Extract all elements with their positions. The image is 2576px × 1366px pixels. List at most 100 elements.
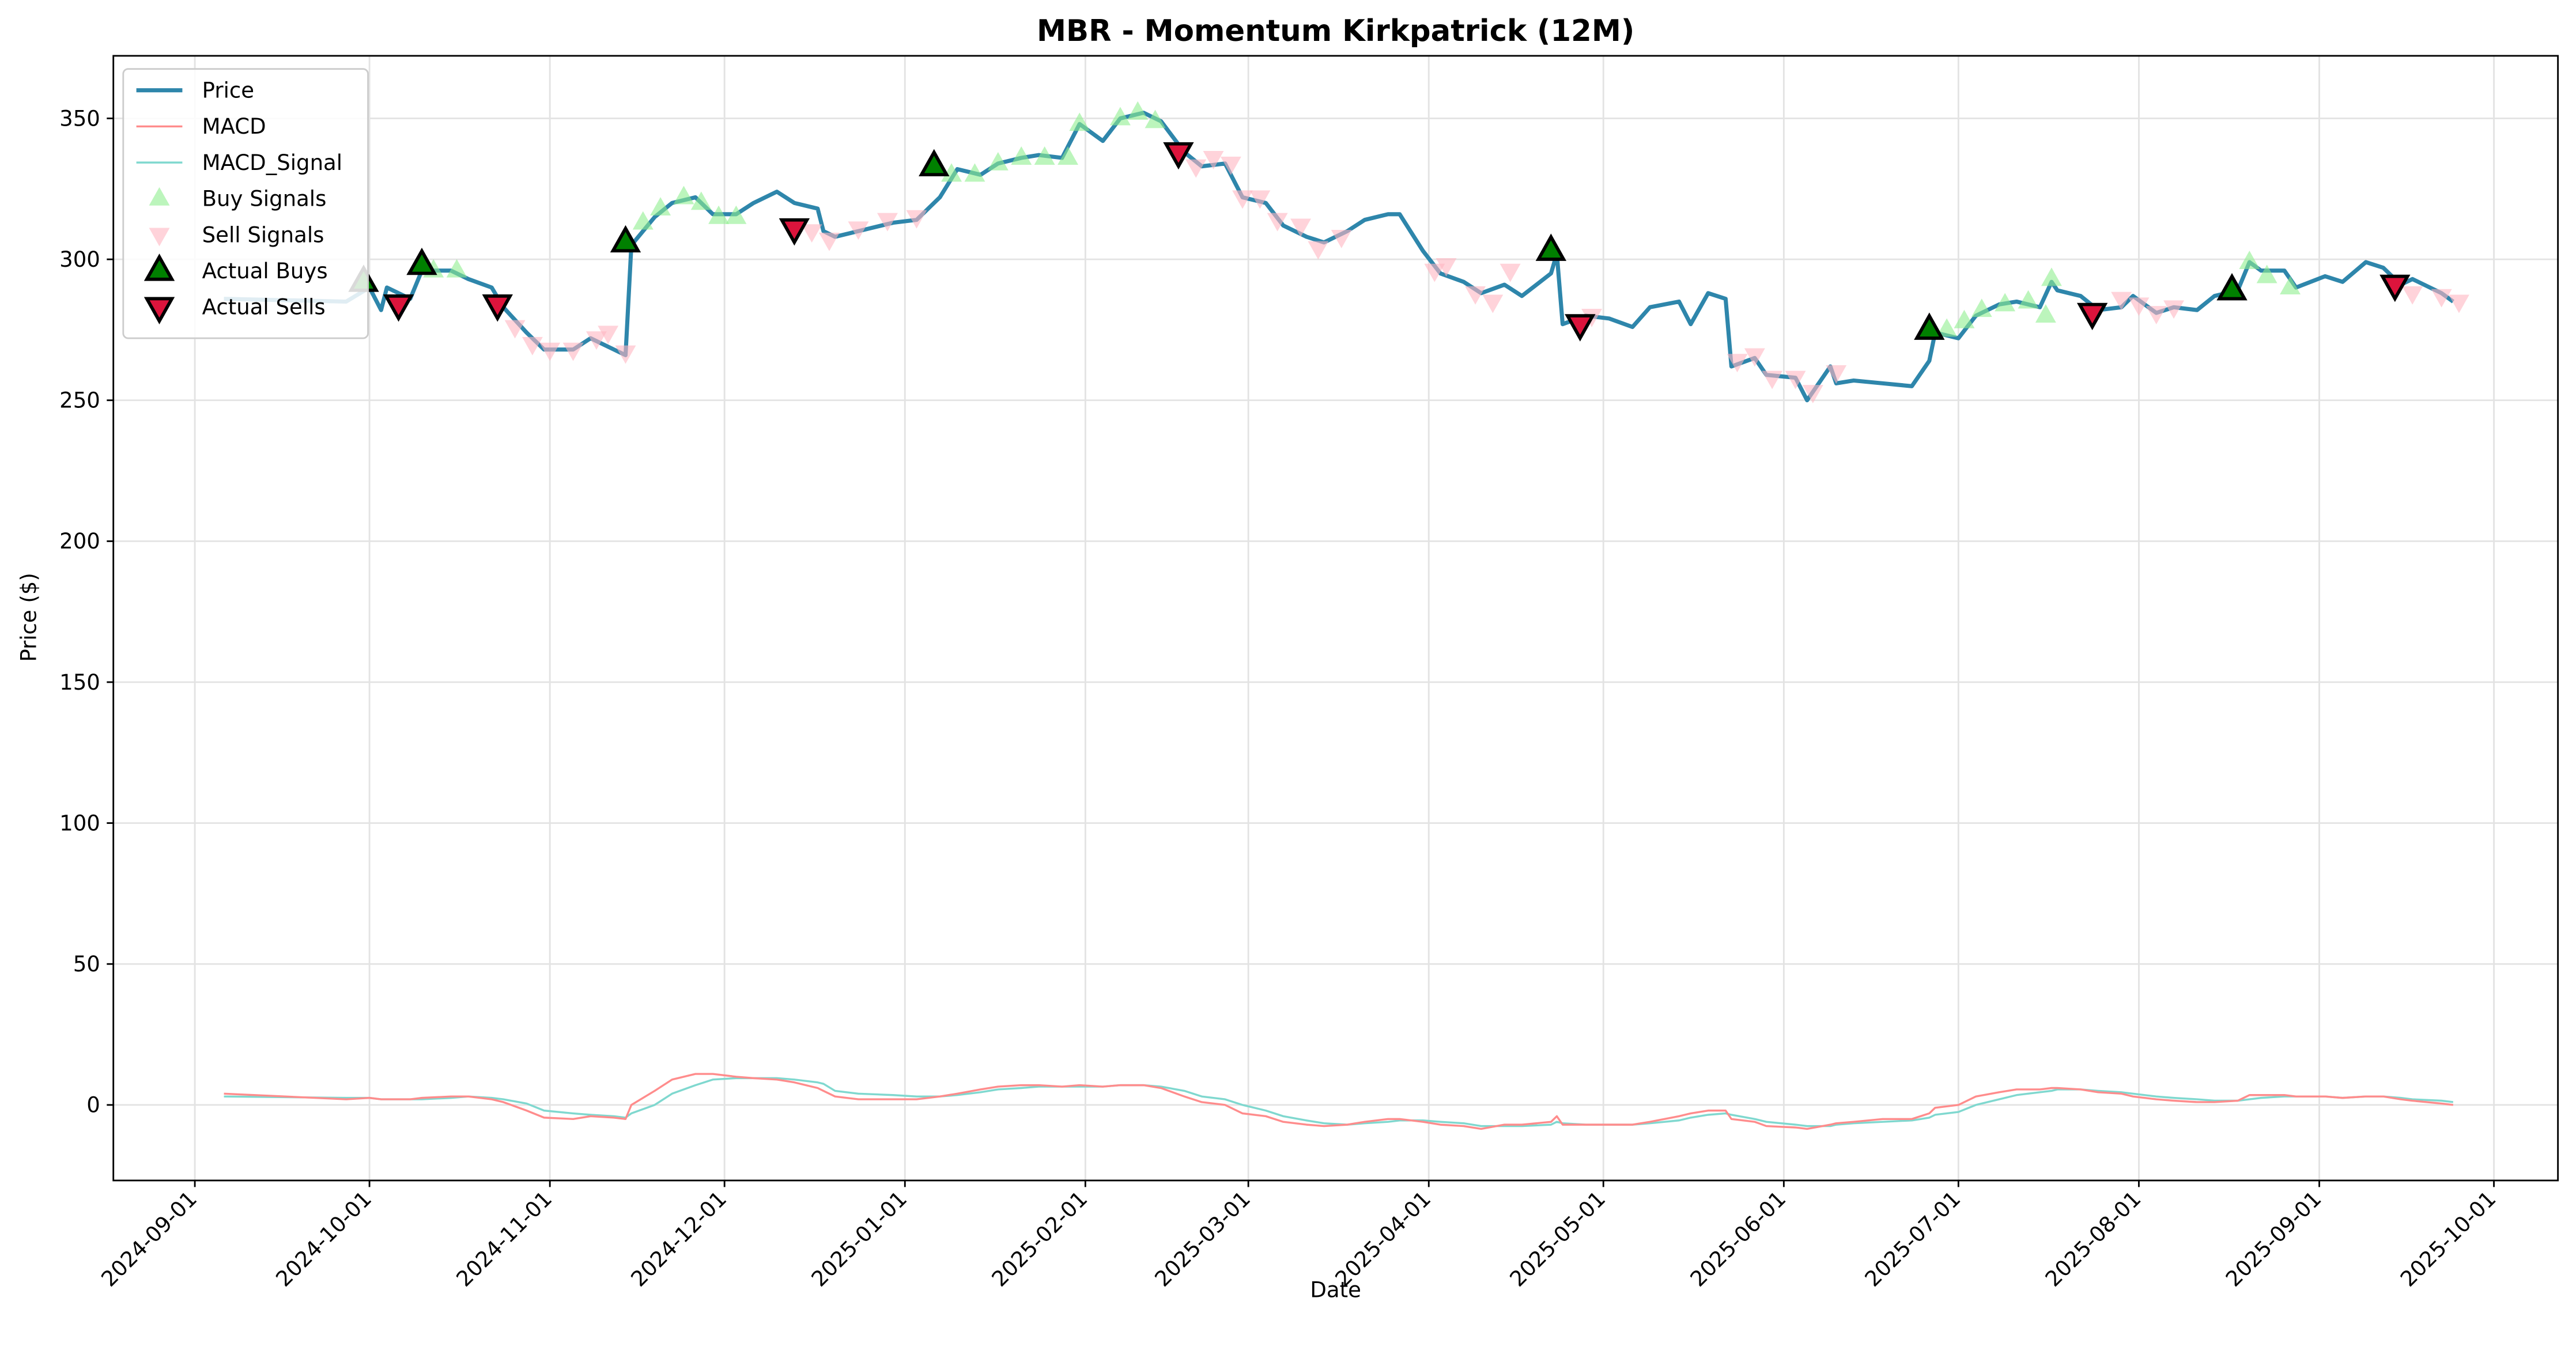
signal-marker: [1110, 107, 1131, 126]
trade-marker: [1163, 142, 1194, 170]
signal-marker: [522, 336, 543, 355]
signal-marker: [615, 345, 636, 364]
signal-marker: [1203, 151, 1224, 169]
signal-marker: [2239, 251, 2260, 269]
signal-marker: [632, 211, 654, 230]
signal-marker: [2035, 304, 2056, 323]
y-tick-label: 100: [59, 811, 100, 835]
signal-marker: [2448, 294, 2469, 313]
line-series: [224, 1077, 2454, 1127]
trade-marker: [2216, 273, 2248, 301]
signal-marker: [1267, 213, 1288, 232]
signal-marker: [562, 342, 584, 361]
trade-marker: [383, 294, 414, 322]
x-axis-label: Date: [1310, 1277, 1361, 1302]
signal-marker: [690, 191, 712, 210]
legend-label: Sell Signals: [202, 222, 324, 247]
signal-marker: [1185, 159, 1207, 178]
legend-box: [122, 68, 369, 339]
signal-marker: [504, 320, 526, 339]
signal-marker: [1971, 298, 1992, 317]
y-tick-label: 350: [59, 106, 100, 131]
legend-label: Actual Buys: [202, 259, 328, 283]
signal-marker: [1826, 365, 1847, 384]
signal-marker: [1220, 156, 1241, 175]
legend-swatch: [143, 297, 175, 324]
signal-marker: [941, 163, 962, 182]
signal-marker: [819, 232, 840, 251]
signal-marker: [877, 213, 898, 232]
plot-area: [224, 101, 2469, 1130]
signal-marker: [1499, 263, 1521, 282]
signal-marker: [987, 152, 1009, 171]
line-series: [224, 1073, 2454, 1130]
signal-marker: [1034, 146, 1055, 165]
signal-marker: [2041, 267, 2062, 286]
trade-marker: [1535, 233, 1567, 261]
signal-marker: [1011, 146, 1032, 165]
signal-marker: [2163, 300, 2185, 319]
trade-marker: [482, 294, 513, 322]
signal-marker: [708, 205, 730, 224]
legend-label: Price: [202, 78, 254, 103]
y-tick-label: 50: [73, 952, 100, 977]
legend: Price MACD MACD_Signal Buy Signals Sell Sign…: [122, 68, 369, 339]
signal-marker: [1424, 263, 1445, 282]
signal-marker: [598, 326, 619, 345]
signal-marker: [1954, 309, 1975, 328]
signal-marker: [1744, 348, 1765, 367]
signal-marker: [2256, 264, 2277, 283]
signal-marker: [1308, 241, 1329, 260]
trade-marker: [2076, 302, 2108, 331]
trade-marker: [406, 247, 437, 275]
trade-marker: [1565, 314, 1596, 342]
legend-label: Buy Signals: [202, 187, 327, 211]
signal-marker: [1127, 101, 1149, 120]
signal-marker: [1995, 293, 2016, 312]
signal-marker: [726, 205, 747, 224]
legend-label: MACD: [202, 114, 266, 139]
signal-marker: [1802, 385, 1823, 404]
signal-marker: [2280, 276, 2301, 295]
y-tick-label: 250: [59, 388, 100, 413]
trade-marker: [610, 225, 641, 253]
signal-marker: [1331, 230, 1352, 248]
signal-marker: [2111, 292, 2132, 311]
signal-marker: [2018, 290, 2039, 309]
signal-marker: [2431, 289, 2452, 308]
legend-swatch: [149, 187, 170, 206]
trade-marker: [779, 218, 810, 246]
y-tick-label: 300: [59, 247, 100, 272]
chart-title: MBR - Momentum Kirkpatrick (12M): [1037, 14, 1634, 48]
signal-marker: [1936, 318, 1958, 337]
signal-marker: [446, 259, 467, 278]
trade-marker: [2379, 274, 2411, 302]
y-axis-label: Price ($): [17, 573, 41, 662]
signal-marker: [1145, 109, 1166, 128]
legend-label: Actual Sells: [202, 295, 326, 320]
signal-marker: [1727, 354, 1748, 373]
signal-marker: [650, 197, 671, 216]
signal-marker: [1436, 258, 1457, 277]
signal-marker: [848, 221, 869, 240]
signal-marker: [2128, 297, 2150, 316]
signal-marker: [1762, 370, 1783, 389]
signal-marker: [1290, 218, 1312, 237]
signal-marker: [1057, 146, 1079, 165]
signal-marker: [801, 224, 822, 243]
y-tick-label: 150: [59, 670, 100, 695]
signal-marker: [1069, 112, 1090, 131]
signal-marker: [673, 186, 694, 205]
signal-marker: [2402, 286, 2423, 305]
plot-frame: [112, 55, 2559, 1182]
signal-marker: [1232, 190, 1253, 209]
signal-marker: [539, 342, 561, 361]
signal-marker: [2146, 306, 2167, 325]
signal-marker: [586, 331, 607, 350]
signal-marker: [1482, 294, 1504, 313]
signal-marker: [964, 163, 985, 182]
y-tick-label: 200: [59, 529, 100, 554]
legend-label: MACD_Signal: [202, 150, 342, 175]
